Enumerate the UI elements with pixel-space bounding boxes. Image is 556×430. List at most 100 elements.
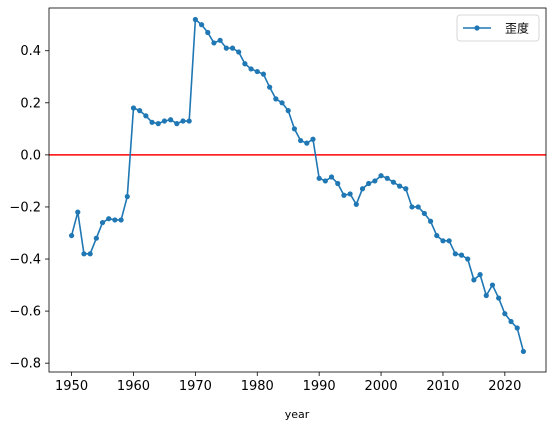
data-point bbox=[366, 180, 372, 187]
data-point bbox=[149, 119, 155, 125]
data-point bbox=[217, 37, 223, 43]
data-point bbox=[452, 251, 458, 257]
y-tick-label: 0.4 bbox=[20, 44, 41, 59]
legend-marker-swatch bbox=[474, 25, 480, 31]
data-point bbox=[372, 178, 378, 184]
data-point bbox=[168, 117, 174, 123]
data-point bbox=[130, 105, 137, 111]
x-tick-label: 2000 bbox=[365, 379, 398, 394]
data-point bbox=[161, 118, 168, 124]
data-point bbox=[409, 204, 415, 210]
x-axis-title: year bbox=[285, 408, 310, 421]
data-point bbox=[124, 193, 130, 200]
x-tick-label: 1990 bbox=[303, 379, 336, 394]
legend-box bbox=[456, 14, 540, 42]
data-point bbox=[192, 16, 198, 23]
x-tick-label: 1960 bbox=[117, 379, 150, 394]
data-point bbox=[236, 49, 242, 55]
y-tick-label: 0.0 bbox=[20, 148, 41, 163]
data-point bbox=[310, 136, 316, 142]
data-point bbox=[99, 219, 106, 226]
data-point bbox=[520, 348, 527, 355]
data-point bbox=[279, 100, 285, 106]
y-axis-ticks: −0.8 −0.6 −0.4 −0.2 0.0 0.2 0.4 bbox=[9, 44, 49, 372]
data-point bbox=[75, 209, 81, 215]
data-point bbox=[397, 183, 403, 189]
x-axis-ticks: 1950 1960 1970 1980 1990 2000 2010 2020 bbox=[55, 372, 521, 394]
data-point bbox=[205, 29, 211, 36]
data-point bbox=[446, 238, 452, 244]
data-point bbox=[198, 22, 205, 28]
data-point bbox=[211, 40, 217, 46]
data-point bbox=[359, 186, 366, 192]
data-point bbox=[434, 232, 440, 239]
data-point bbox=[440, 238, 446, 244]
data-point bbox=[106, 216, 112, 222]
data-point bbox=[143, 113, 149, 119]
data-point bbox=[465, 256, 471, 262]
y-tick-label: −0.4 bbox=[9, 253, 41, 268]
data-point bbox=[483, 292, 489, 299]
data-point bbox=[260, 71, 267, 77]
data-point bbox=[248, 66, 254, 72]
data-point bbox=[421, 210, 427, 217]
data-point bbox=[291, 126, 298, 132]
y-tick-label: −0.6 bbox=[9, 305, 41, 320]
data-point bbox=[415, 204, 421, 210]
x-tick-label: 1980 bbox=[241, 379, 274, 394]
series-group bbox=[68, 16, 527, 355]
data-point bbox=[112, 217, 118, 223]
data-point bbox=[93, 235, 99, 241]
y-tick-label: −0.8 bbox=[9, 357, 41, 372]
data-point bbox=[304, 140, 310, 146]
data-point bbox=[341, 192, 347, 198]
data-point bbox=[328, 174, 335, 180]
data-point bbox=[273, 96, 279, 102]
data-point bbox=[347, 191, 353, 197]
data-point bbox=[489, 282, 496, 288]
legend: 歪度 bbox=[456, 14, 540, 42]
data-point bbox=[297, 137, 304, 144]
x-tick-label: 2020 bbox=[488, 379, 521, 394]
data-point bbox=[267, 84, 273, 90]
data-point bbox=[335, 180, 341, 187]
data-point bbox=[508, 318, 514, 325]
data-point bbox=[471, 277, 477, 283]
data-point bbox=[186, 118, 192, 124]
plot-frame bbox=[48, 7, 547, 373]
plot-border bbox=[48, 7, 547, 373]
data-point bbox=[254, 68, 260, 75]
data-point bbox=[223, 45, 229, 51]
data-point bbox=[81, 251, 87, 257]
y-tick-label: 0.2 bbox=[20, 96, 41, 111]
data-point bbox=[155, 121, 161, 127]
data-point bbox=[427, 218, 434, 224]
data-point bbox=[68, 232, 75, 239]
x-tick-label: 2010 bbox=[426, 379, 459, 394]
data-point bbox=[137, 108, 143, 114]
data-point bbox=[390, 179, 397, 185]
data-point bbox=[174, 121, 180, 127]
data-point bbox=[180, 118, 186, 124]
data-point bbox=[384, 175, 390, 181]
data-point bbox=[378, 173, 384, 179]
data-point bbox=[118, 217, 124, 223]
data-point bbox=[353, 201, 359, 207]
data-point bbox=[496, 295, 502, 301]
data-point bbox=[87, 251, 93, 257]
data-point bbox=[316, 175, 322, 181]
data-point bbox=[502, 311, 508, 317]
data-point bbox=[322, 178, 328, 184]
x-tick-label: 1950 bbox=[55, 379, 88, 394]
y-tick-label: −0.2 bbox=[9, 200, 41, 215]
data-point bbox=[477, 272, 483, 278]
x-tick-label: 1970 bbox=[179, 379, 212, 394]
data-point bbox=[285, 108, 291, 114]
plot-area bbox=[49, 8, 546, 372]
data-point bbox=[458, 252, 465, 258]
data-point bbox=[229, 45, 236, 51]
legend-label: 歪度 bbox=[505, 21, 529, 36]
data-point bbox=[514, 325, 520, 331]
